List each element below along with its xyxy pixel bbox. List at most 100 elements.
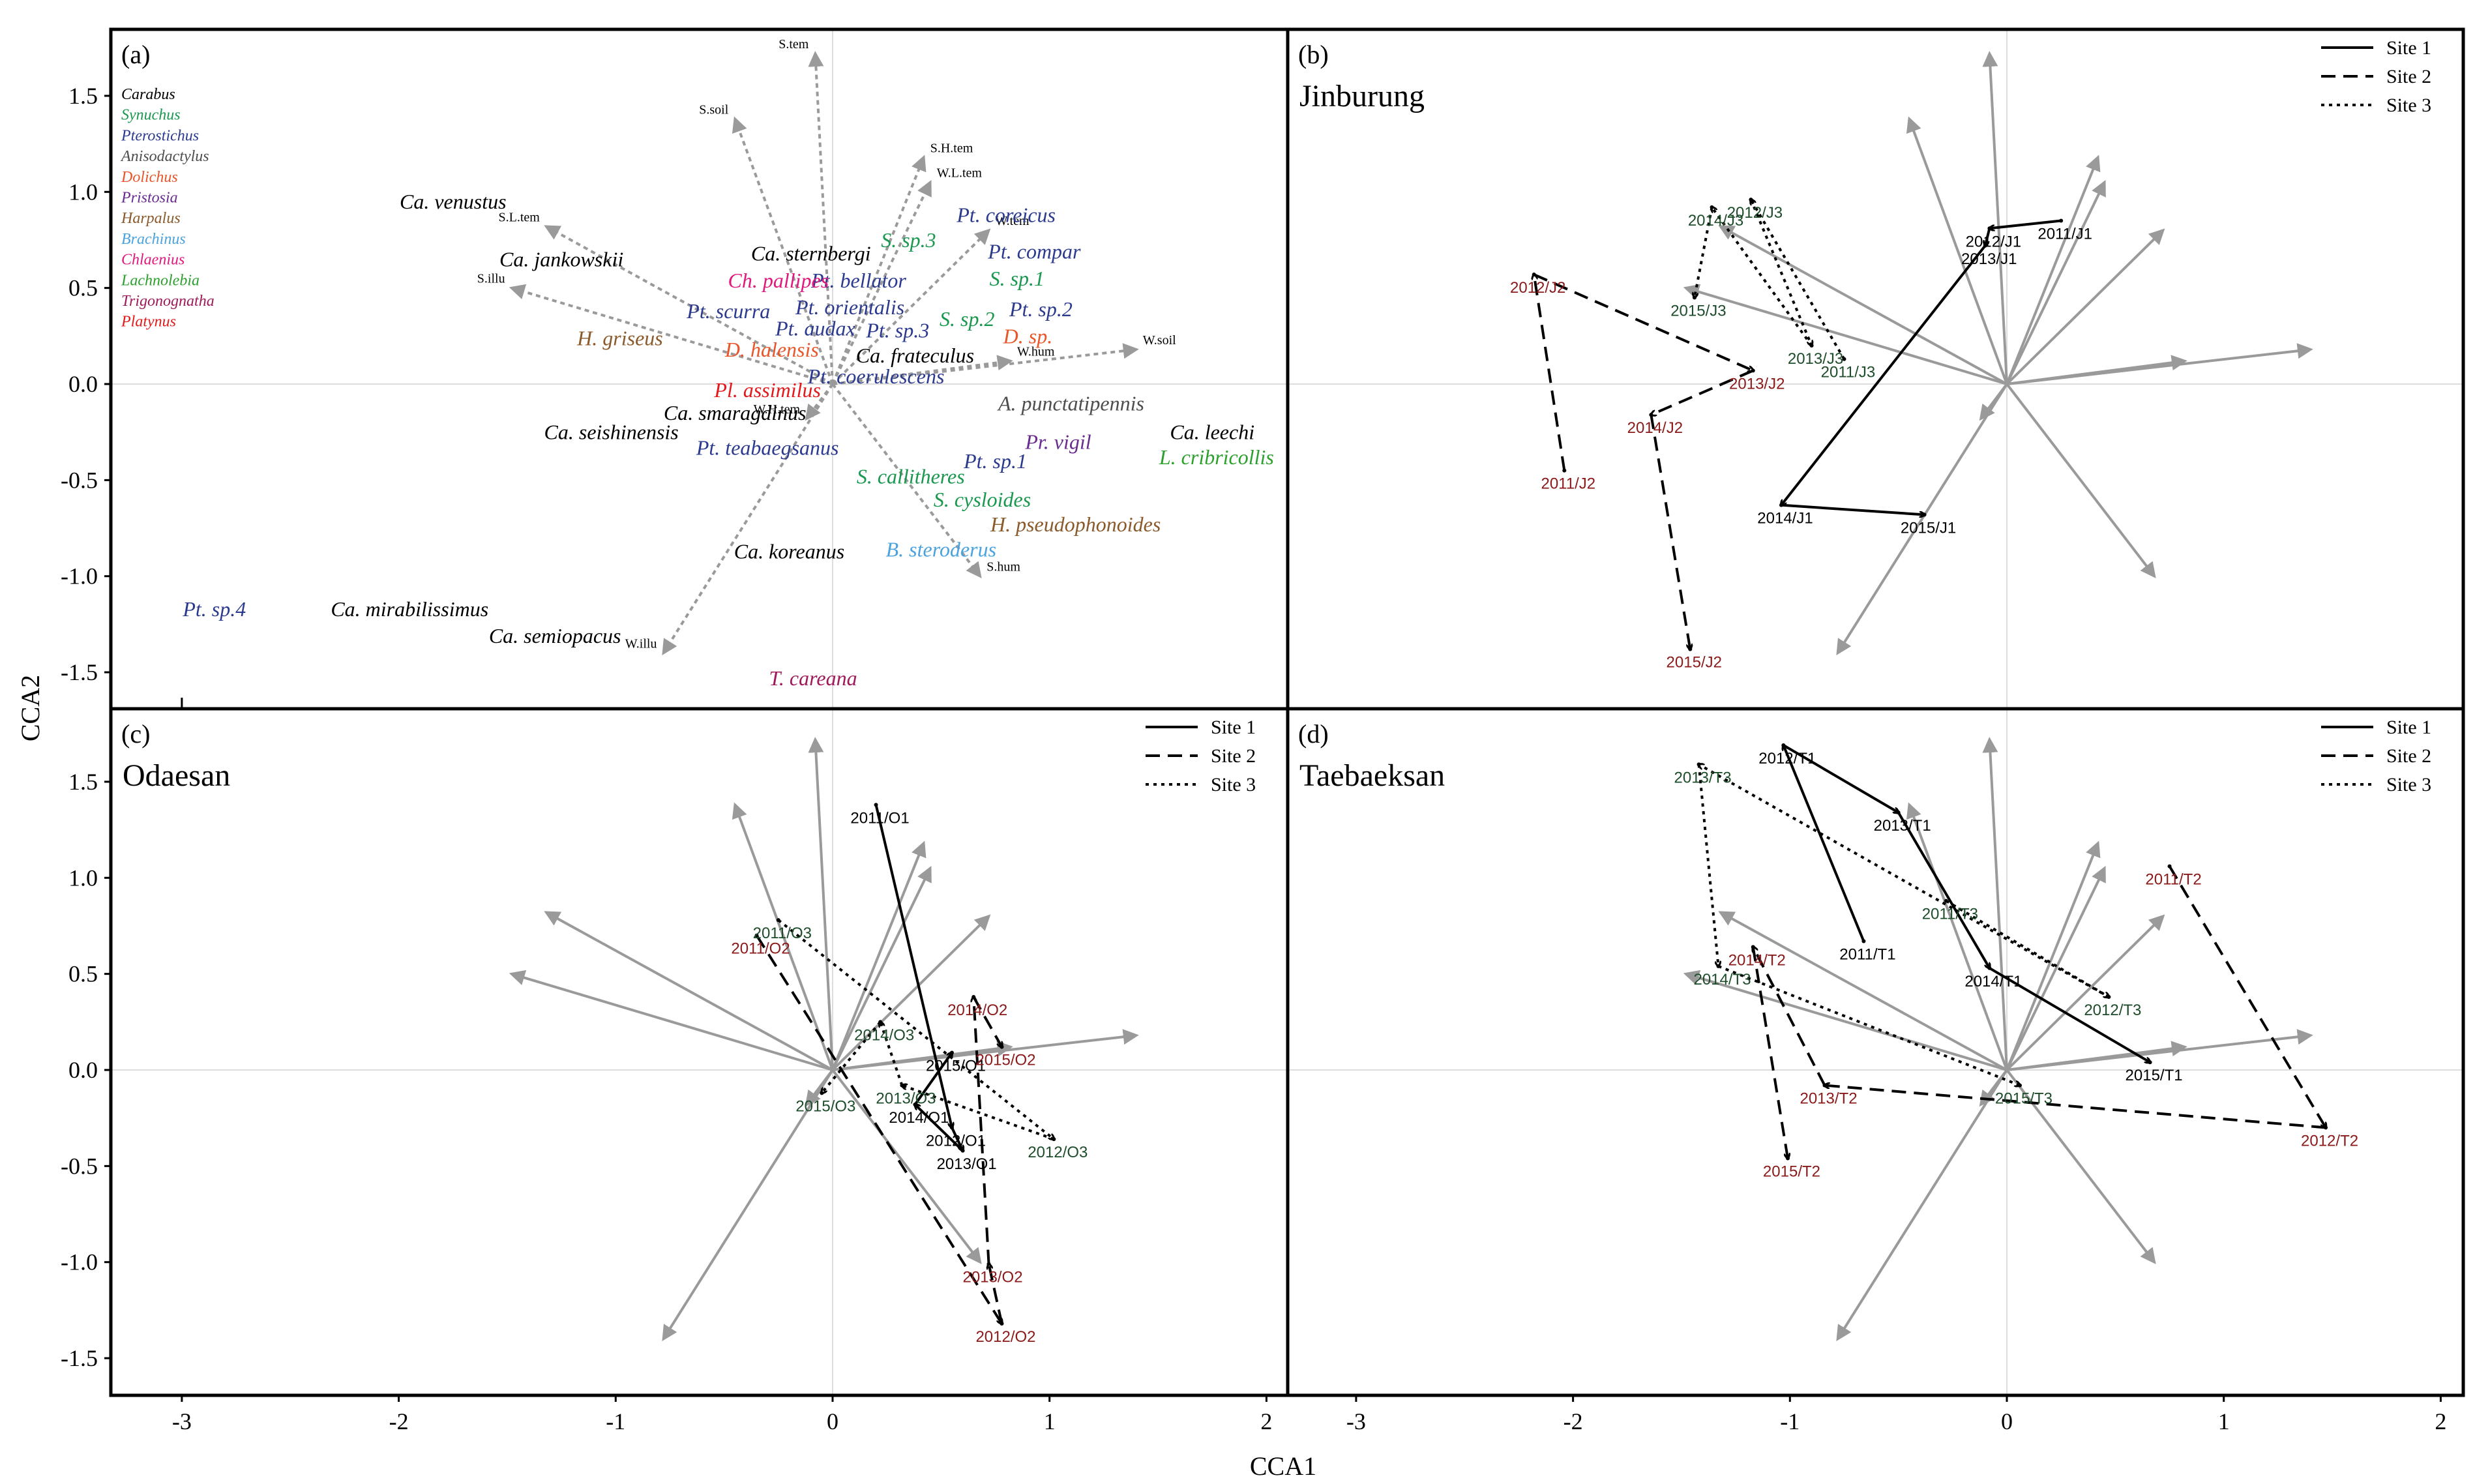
trajectory-segment — [1651, 369, 1754, 415]
species-label: Pt. coerulescens — [807, 364, 945, 388]
trajectory-segment — [1781, 245, 1987, 505]
legend-label: Site 3 — [1211, 774, 1256, 795]
point-label: 2011/T2 — [2145, 871, 2201, 889]
point-label: 2014/J1 — [1757, 510, 1813, 527]
point-label: 2011/O2 — [731, 940, 790, 958]
point-label: 2012/J3 — [1727, 204, 1783, 222]
genus-legend-item: Platynus — [121, 314, 176, 331]
trajectory-point — [2059, 218, 2064, 223]
x-tick-label: 2 — [2435, 1408, 2446, 1434]
point-label: 2013/T2 — [1800, 1090, 1857, 1108]
point-label: 2014/O3 — [854, 1026, 914, 1044]
env-label-w-tem: W.tem — [996, 214, 1030, 228]
panel-frame — [109, 27, 1290, 711]
point-label: 2011/T3 — [1922, 906, 1978, 923]
trajectory-point — [971, 995, 976, 1000]
species-label: Ca. sternbergi — [751, 242, 871, 265]
trajectory-point — [1785, 1156, 1790, 1161]
panel-frame — [1286, 707, 2465, 1397]
point-label: 2012/O1 — [926, 1132, 986, 1150]
panel-frame — [1286, 27, 2465, 711]
env-arrow-w-l-tem — [2006, 865, 2106, 1071]
trajectory-point — [1716, 964, 1721, 968]
point-label: 2012/O3 — [1028, 1144, 1088, 1161]
y-tick-label: 1.0 — [68, 179, 98, 205]
genus-legend-item: Pristosia — [121, 190, 178, 207]
panel-label: (d) — [1298, 719, 1329, 749]
trajectory-point — [1781, 743, 1786, 747]
panel-title: Jinburung — [1299, 79, 1425, 113]
genus-legend-item: Harpalus — [121, 210, 181, 227]
trajectory-point — [1562, 468, 1567, 473]
panel-frame — [109, 707, 1290, 1397]
species-label: A. punctatipennis — [997, 391, 1144, 415]
species-label: S. callitheres — [857, 464, 965, 488]
env-arrow-s-tem — [1982, 737, 2008, 1071]
trajectory-point — [1000, 1045, 1004, 1049]
trajectory-segment — [973, 997, 990, 1264]
trajectory-point — [754, 933, 759, 938]
point-label: 2012/O2 — [975, 1328, 1035, 1346]
trajectory-segment — [1781, 503, 1925, 515]
point-label: 2015/J2 — [1667, 654, 1722, 672]
point-label: 2012/T1 — [1758, 750, 1816, 767]
trajectory-segment — [913, 1052, 952, 1106]
env-label-w-hum: W.hum — [1017, 345, 1055, 359]
y-tick-label: -1.0 — [61, 1249, 98, 1275]
species-label: Ch. pallipes — [728, 269, 829, 292]
legend-label: Site 2 — [2386, 745, 2431, 767]
species-label: Ca. leechi — [1170, 421, 1254, 444]
env-arrow-s-hum — [831, 1069, 982, 1264]
trajectory-point — [1688, 647, 1693, 651]
trajectory-segment — [1783, 745, 1865, 942]
env-arrow-w-illu — [1836, 1069, 2008, 1341]
point-label: 2015/O1 — [926, 1057, 986, 1075]
point-label: 2013/J2 — [1729, 375, 1785, 393]
env-arrow-w-soil — [832, 1029, 1139, 1071]
trajectory-segment — [972, 996, 1001, 1047]
env-arrow-s-h-tem — [2006, 840, 2101, 1071]
x-tick-label: 2 — [1260, 1408, 1272, 1434]
trajectory-segment — [1989, 219, 2062, 229]
y-tick-label: 0.5 — [68, 961, 98, 987]
species-label: Pt. scurra — [686, 299, 770, 323]
point-label: 2015/J1 — [1901, 519, 1956, 537]
point-label: 2011/O3 — [753, 925, 812, 942]
env-arrow-s-illu — [509, 970, 833, 1071]
point-label: 2012/J1 — [1966, 233, 2021, 250]
env-arrow-s-tem — [808, 51, 834, 385]
trajectory-segment — [1825, 1086, 2326, 1129]
species-label: Pl. assimilus — [713, 378, 821, 402]
trajectory-segment — [915, 1105, 964, 1152]
x-tick-label: 1 — [2218, 1408, 2230, 1434]
point-label: 2015/T3 — [1995, 1090, 2053, 1108]
point-label: 2013/J3 — [1788, 350, 1843, 368]
trajectory-point — [2167, 864, 2172, 868]
x-tick-label: -3 — [1346, 1408, 1366, 1434]
point-label: 2015/J3 — [1670, 302, 1726, 319]
point-label: 2014/T1 — [1964, 973, 2022, 990]
species-label: B. steroderus — [886, 537, 996, 561]
trajectory-point — [986, 1262, 991, 1266]
point-label: 2014/T2 — [1728, 951, 1786, 969]
point-label: 2015/T1 — [2126, 1067, 2183, 1084]
trajectory-segment — [1989, 967, 2150, 1062]
panel-title: Odaesan — [123, 758, 230, 793]
species-label: H. griseus — [576, 326, 663, 349]
genus-legend-item: Carabus — [121, 86, 175, 103]
env-arrow-w-soil — [2006, 343, 2313, 385]
y-tick-label: 0.5 — [68, 275, 98, 301]
env-arrow-s-l-tem — [1718, 225, 2008, 385]
y-tick-label: 1.0 — [68, 865, 98, 891]
env-label-s-h-tem: S.H.tem — [930, 141, 973, 155]
trajectory-point — [1649, 413, 1653, 417]
env-arrow-s-illu — [1683, 284, 2008, 385]
trajectory-segment — [2168, 865, 2326, 1128]
trajectory-segment — [1712, 207, 1813, 347]
species-label: S. sp.1 — [990, 267, 1045, 290]
point-label: 2014/O1 — [889, 1109, 949, 1127]
point-label: 2012/T3 — [2084, 1002, 2141, 1019]
env-arrow-s-tem — [808, 737, 834, 1071]
env-label-s-soil: S.soil — [699, 102, 728, 117]
trajectory-point — [874, 803, 878, 807]
